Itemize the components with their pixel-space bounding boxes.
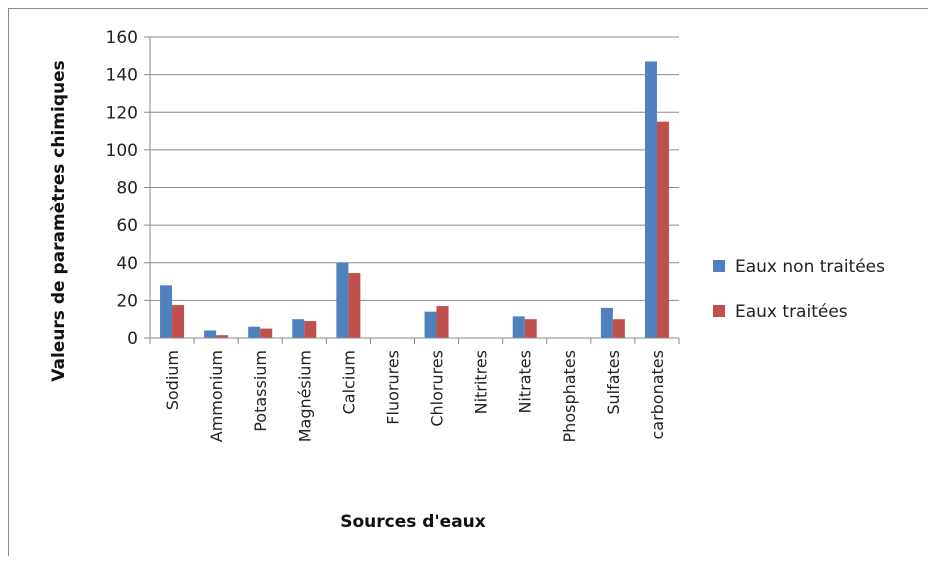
gridlines bbox=[150, 36, 679, 301]
x-tick-labels: Sodium Ammonium Potassium Magnésium Calcium F… bbox=[163, 350, 667, 442]
bar-untreated bbox=[248, 326, 261, 338]
y-tick-label: 20 bbox=[116, 291, 138, 311]
bar-untreated bbox=[512, 316, 525, 338]
legend: Eaux non traitées Eaux traitées bbox=[713, 257, 885, 322]
bar-untreated bbox=[292, 319, 305, 338]
bar-treated bbox=[216, 335, 229, 338]
axes bbox=[144, 36, 680, 344]
bar-untreated bbox=[424, 311, 437, 338]
bar-untreated bbox=[336, 262, 349, 338]
bar-untreated bbox=[160, 285, 173, 338]
y-tick-label: 100 bbox=[106, 141, 138, 161]
y-tick-label: 120 bbox=[106, 103, 138, 123]
legend-swatch bbox=[713, 260, 725, 272]
x-tick-label: Nitritres bbox=[472, 350, 491, 414]
bars bbox=[160, 61, 669, 339]
bar-treated bbox=[436, 306, 449, 338]
bar-treated bbox=[260, 328, 273, 338]
y-tick-label: 80 bbox=[116, 179, 138, 199]
x-tick-label: Ammonium bbox=[207, 350, 226, 442]
bar-untreated bbox=[204, 330, 217, 338]
y-axis-label: Valeurs de paramètres chimiques bbox=[49, 60, 69, 381]
x-axis-label: Sources d'eaux bbox=[340, 512, 486, 532]
legend-swatch bbox=[713, 305, 725, 317]
chart-frame bbox=[8, 8, 928, 556]
x-tick-label: Potassium bbox=[251, 350, 270, 432]
legend-label: Eaux non traitées bbox=[735, 257, 885, 277]
bar-treated bbox=[348, 273, 361, 338]
bar-treated bbox=[172, 305, 185, 338]
x-tick-label: Phosphates bbox=[560, 350, 579, 442]
bar-treated bbox=[304, 321, 317, 338]
y-tick-label: 140 bbox=[106, 66, 138, 86]
x-tick-label: Nitrates bbox=[516, 350, 535, 414]
y-tick-label: 160 bbox=[106, 28, 138, 48]
bar-treated bbox=[524, 319, 537, 338]
legend-label: Eaux traitées bbox=[735, 302, 848, 322]
y-tick-labels: 0 20 40 60 80 100 120 140 160 bbox=[106, 28, 138, 349]
y-tick-label: 60 bbox=[116, 216, 138, 236]
x-tick-label: Chlorures bbox=[428, 350, 447, 427]
x-tick-label: Sulfates bbox=[604, 350, 623, 415]
y-tick-label: 40 bbox=[116, 254, 138, 274]
x-tick-label: Fluorures bbox=[383, 350, 402, 425]
bar-treated bbox=[612, 319, 625, 338]
x-tick-label: Calcium bbox=[339, 350, 358, 414]
bar-treated bbox=[656, 121, 669, 338]
x-tick-label: Sodium bbox=[163, 350, 182, 410]
bar-untreated bbox=[600, 307, 613, 338]
y-tick-label: 0 bbox=[127, 329, 138, 349]
bar-untreated bbox=[644, 61, 657, 339]
x-tick-label: carbonates bbox=[648, 350, 667, 440]
x-tick-label: Magnésium bbox=[295, 350, 314, 442]
